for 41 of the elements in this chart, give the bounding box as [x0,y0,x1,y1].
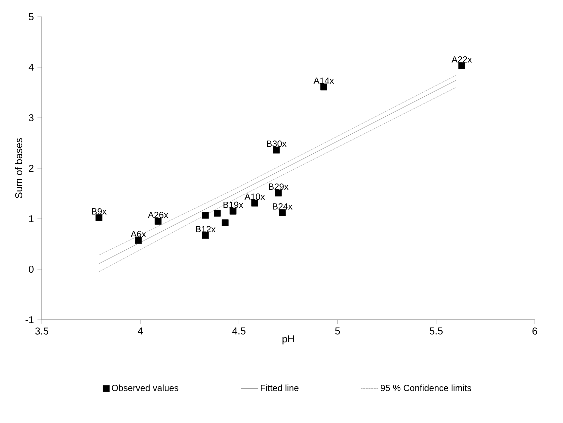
x-tick-label: 4.5 [232,328,246,335]
legend-label: Observed values [112,384,179,392]
y-axis-title: Sum of bases [15,138,23,199]
point [135,237,142,244]
annotation: B12x [196,226,216,232]
point [279,210,286,216]
point [275,190,282,197]
annotation: B30x [267,140,287,148]
y-tick-label: 0 [29,266,34,274]
y-tick-label: 2 [29,165,34,172]
point [320,84,328,91]
x-tick-label: 3.5 [35,328,49,335]
annotation: A6x [130,231,146,238]
point [96,214,103,222]
point [458,62,466,70]
point [222,220,229,226]
x-axis-title: pH [282,336,294,345]
point [154,218,162,225]
point [202,212,210,219]
point [214,210,221,217]
annotation: B24x [273,203,293,210]
annotation: A22x [452,56,472,63]
y-tick-label: 5 [29,14,34,20]
y-tick-label: -1 [26,316,34,324]
legend-label: Fitted line [261,384,299,392]
x-tick-label: 5.5 [430,328,443,335]
point [230,208,237,215]
y-tick-label: 4 [28,64,34,71]
y-tick-label: 3 [29,114,34,122]
annotation: A26x [148,212,168,218]
point [202,232,210,240]
y-tick-label: 1 [29,216,34,222]
annotation: B9x [92,208,107,215]
x-tick-label: 6 [532,328,538,335]
annotation: A14x [314,78,334,84]
legend-label: 95 % Confidence limits [380,384,472,392]
annotation: B19x [224,202,244,208]
annotation: B29x [269,184,289,190]
annotation: A10x [244,194,266,200]
x-tick-label: 5 [335,328,340,335]
x-tick-label: 4 [138,328,144,335]
